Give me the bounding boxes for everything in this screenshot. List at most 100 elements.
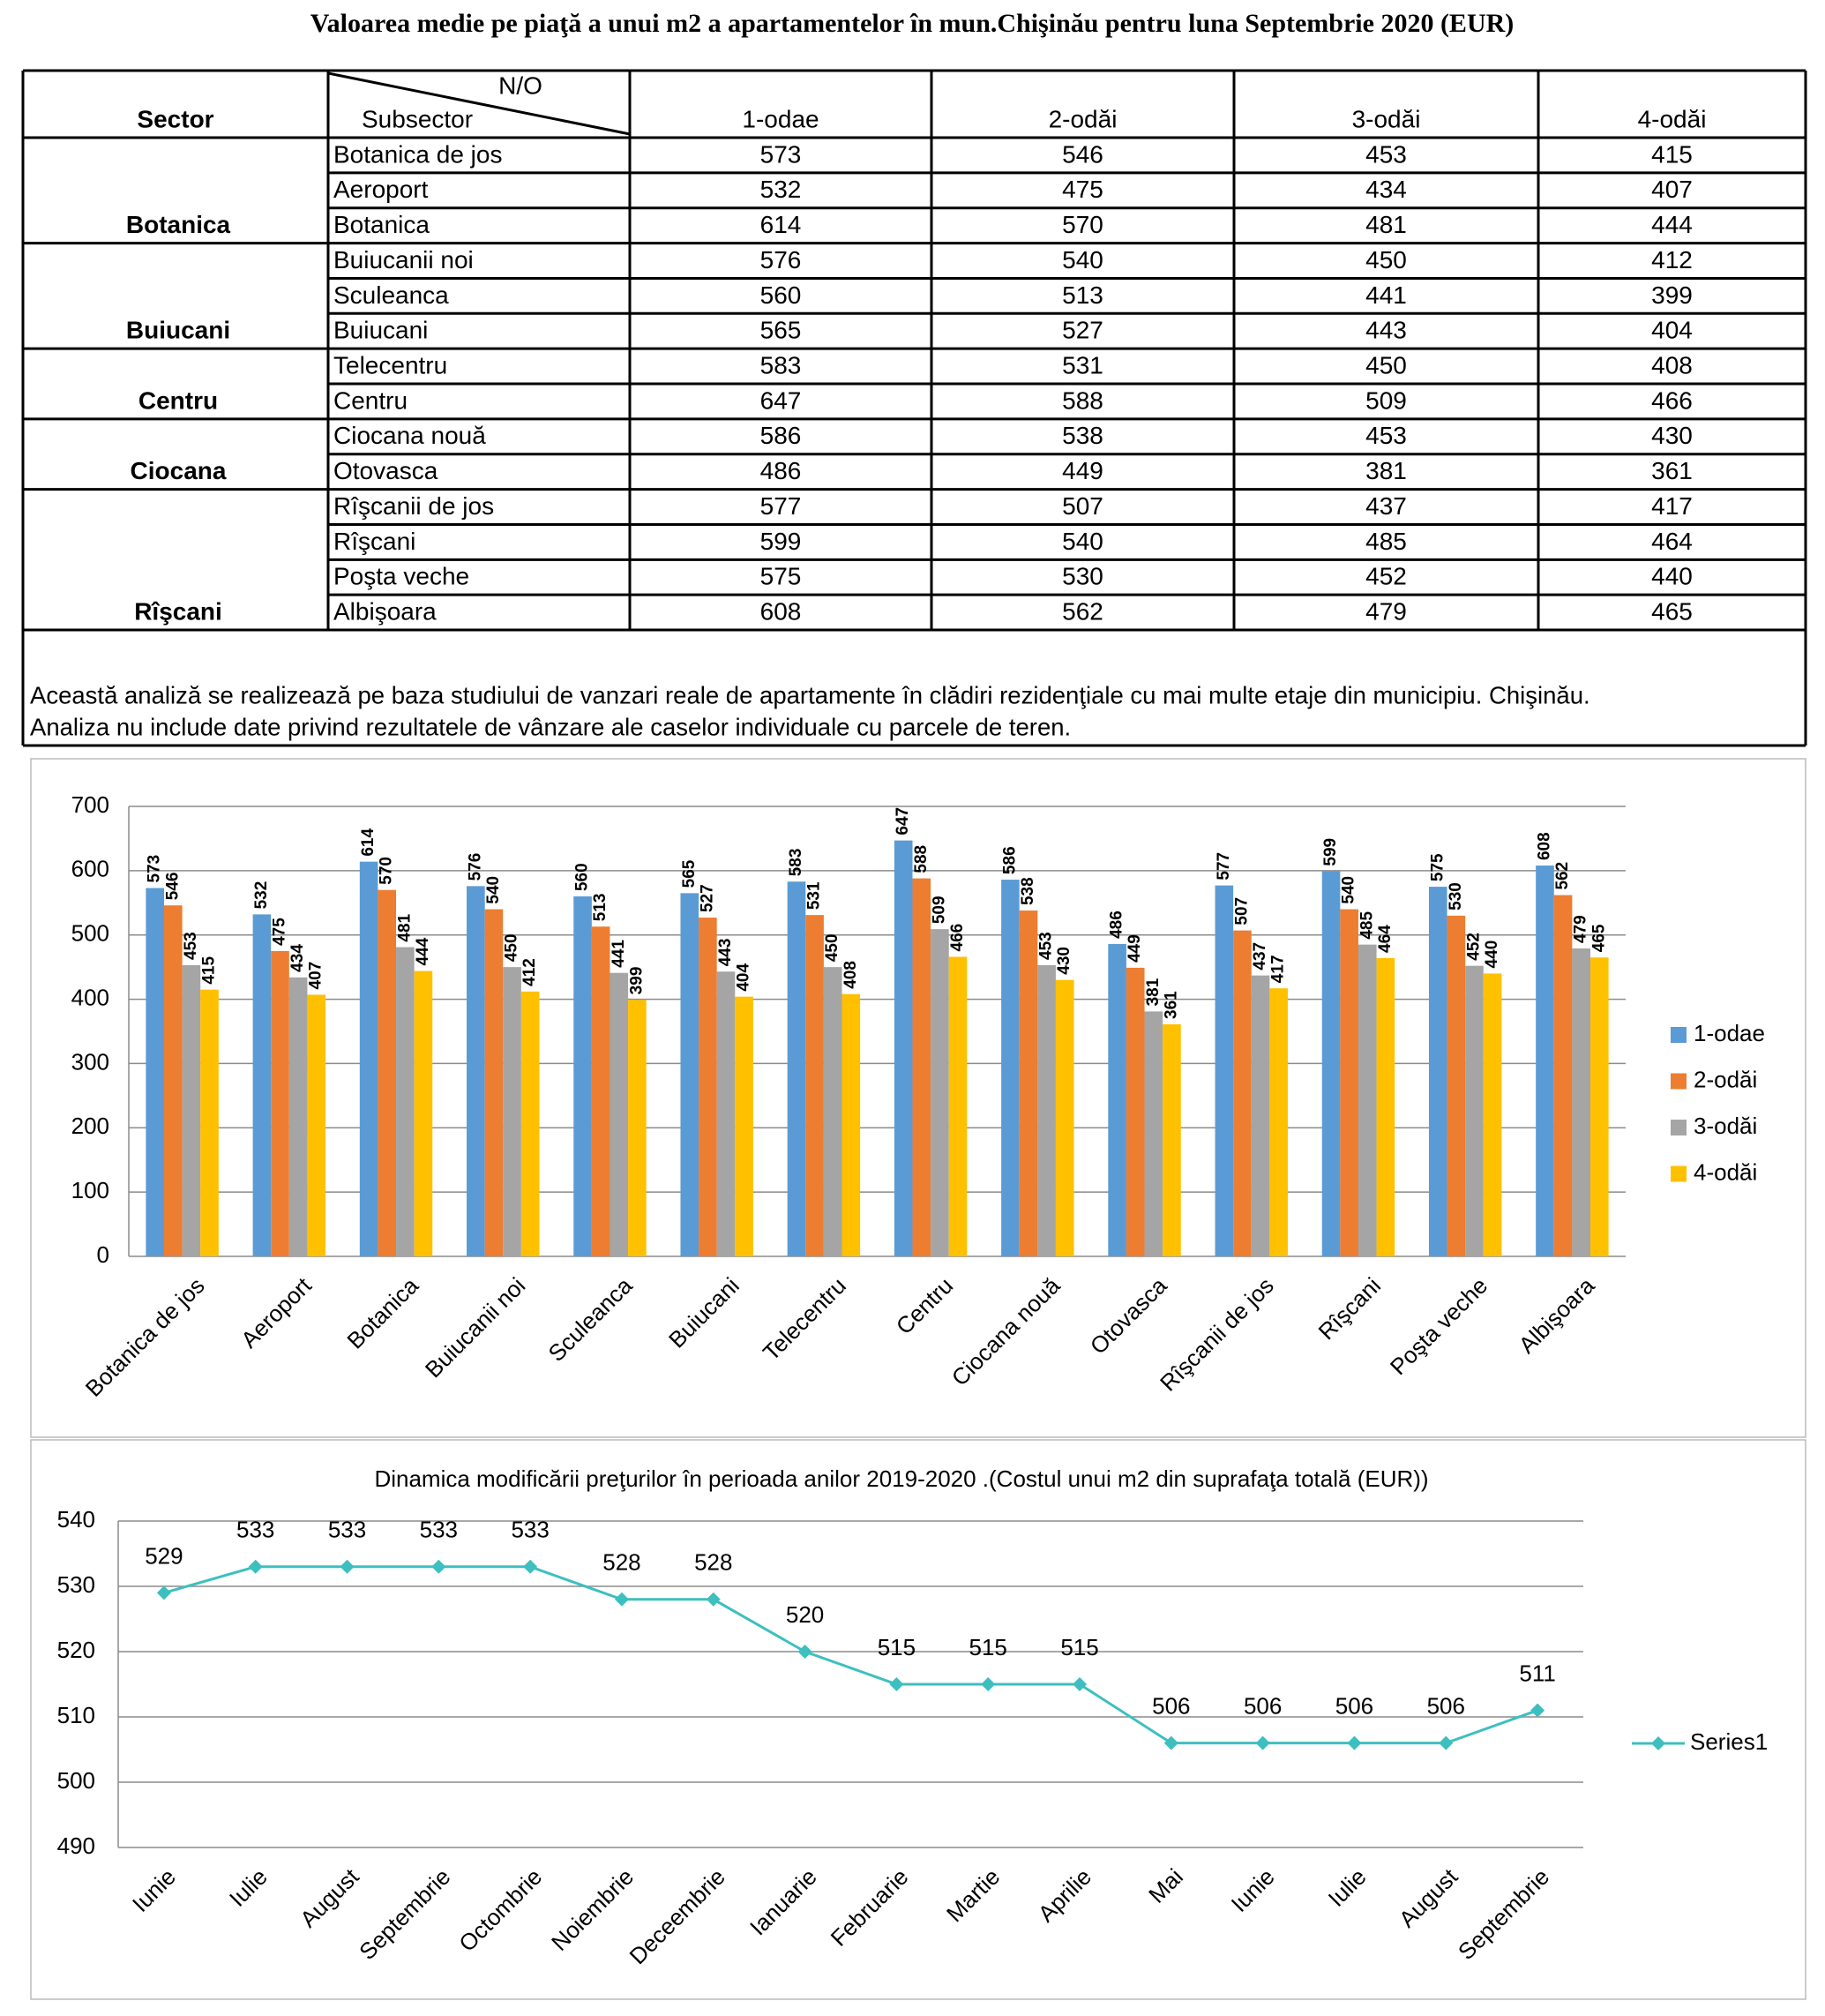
subsector-cell: Albişoara	[333, 598, 437, 626]
bar	[378, 889, 397, 1256]
bar	[1483, 973, 1502, 1256]
value-cell: 576	[760, 246, 802, 274]
value-cell: 583	[760, 351, 802, 378]
point-marker	[1347, 1735, 1362, 1750]
value-cell: 399	[1651, 281, 1693, 309]
data-label: 506	[1152, 1692, 1190, 1719]
bar	[1428, 887, 1447, 1256]
data-label: 531	[805, 881, 824, 910]
bar	[1144, 1011, 1163, 1256]
value-cell: 560	[760, 281, 802, 309]
data-label: 430	[1055, 947, 1073, 975]
bar	[414, 971, 433, 1256]
header-no: N/O	[498, 71, 542, 99]
value-cell: 647	[760, 386, 802, 414]
header-column: 1-odae	[742, 105, 819, 132]
bar	[610, 972, 629, 1256]
data-label: 452	[1464, 933, 1483, 961]
legend-swatch	[1671, 1120, 1687, 1135]
bar	[628, 1000, 647, 1256]
data-label: 506	[1335, 1692, 1373, 1719]
y-tick-label: 500	[57, 1767, 95, 1794]
bar	[1321, 871, 1341, 1256]
bar	[182, 964, 201, 1256]
legend-marker	[1651, 1736, 1665, 1750]
data-label: 381	[1144, 978, 1163, 1006]
bar	[735, 996, 753, 1256]
point-marker	[340, 1559, 355, 1574]
data-label: 560	[573, 863, 592, 891]
data-label: 576	[466, 853, 484, 881]
value-cell: 404	[1651, 317, 1693, 344]
data-label: 562	[1553, 862, 1572, 890]
data-label: 449	[1126, 934, 1144, 963]
bar	[591, 926, 610, 1256]
bar	[520, 991, 540, 1256]
data-label: 533	[511, 1517, 549, 1543]
subsector-cell: Buiucani	[333, 317, 428, 344]
data-label: 415	[200, 956, 219, 985]
bar	[680, 893, 699, 1256]
bar	[841, 993, 861, 1256]
bar	[307, 994, 326, 1256]
data-label: 588	[912, 845, 931, 873]
sector-cell: Ciocana	[131, 457, 227, 484]
y-tick-label: 600	[71, 856, 109, 882]
bar	[805, 915, 824, 1256]
value-cell: 570	[1062, 211, 1103, 238]
note-line: Analiza nu include date privind rezultat…	[30, 713, 1071, 740]
bar	[1019, 911, 1038, 1256]
bar	[787, 881, 806, 1256]
y-tick-label: 530	[57, 1571, 95, 1598]
y-tick-label: 510	[57, 1702, 95, 1728]
chart-title: Dinamica modificării preţurilor în perio…	[374, 1465, 1428, 1492]
y-tick-label: 400	[71, 984, 109, 1010]
bar	[200, 989, 219, 1256]
value-cell: 481	[1365, 211, 1407, 238]
value-cell: 450	[1365, 246, 1407, 274]
bar	[146, 888, 165, 1256]
data-label: 361	[1162, 991, 1180, 1019]
data-label: 583	[787, 849, 805, 877]
subsector-cell: Rîşcani	[333, 528, 415, 555]
subsector-cell: Aeroport	[333, 176, 429, 203]
data-label: 450	[823, 933, 841, 962]
line-chart-frame	[30, 1439, 1806, 2000]
y-tick-label: 520	[57, 1637, 95, 1663]
data-label: 573	[146, 855, 164, 883]
data-label: 570	[378, 857, 396, 885]
value-cell: 507	[1062, 492, 1103, 520]
data-label: 464	[1376, 925, 1395, 953]
bar	[699, 918, 717, 1256]
legend-swatch	[1671, 1027, 1687, 1043]
table: Sector N/O Subsector 1-odae 2-odăi 3-odăi 4-od…	[21, 69, 1807, 747]
data-label: 533	[328, 1517, 366, 1543]
y-tick-label: 200	[71, 1113, 109, 1139]
value-cell: 532	[760, 176, 802, 203]
header-subsector: Subsector	[362, 105, 473, 132]
data-label: 527	[698, 884, 716, 912]
data-label: 515	[878, 1634, 916, 1660]
subsector-cell: Rîşcanii de jos	[333, 492, 494, 520]
value-cell: 540	[1062, 246, 1103, 274]
bar	[948, 956, 968, 1256]
point-marker	[431, 1559, 446, 1574]
value-cell: 466	[1651, 386, 1693, 414]
bar	[1126, 967, 1145, 1256]
bar	[894, 840, 913, 1256]
value-cell: 441	[1365, 281, 1407, 309]
y-tick-label: 500	[71, 920, 109, 947]
data-label: 506	[1244, 1692, 1282, 1719]
sector-cell: Centru	[138, 386, 218, 414]
point-marker	[614, 1592, 629, 1607]
data-label: 444	[414, 937, 432, 965]
bar	[716, 971, 736, 1256]
subsector-cell: Poşta veche	[333, 563, 469, 590]
value-cell: 361	[1651, 457, 1693, 484]
data-label: 404	[735, 963, 753, 992]
bar	[503, 967, 521, 1256]
point-marker	[1439, 1735, 1454, 1750]
data-label: 441	[610, 940, 628, 968]
data-label: 407	[307, 962, 325, 990]
